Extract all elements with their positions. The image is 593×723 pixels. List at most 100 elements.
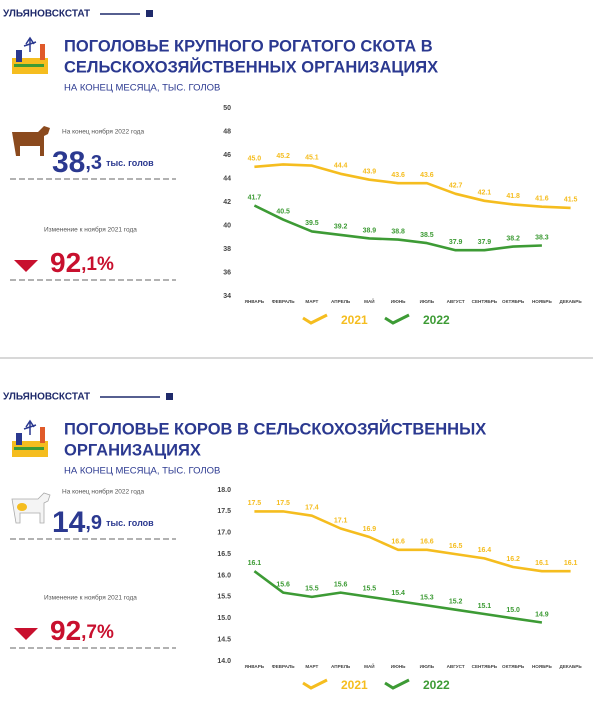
value-label: 16.2: [506, 556, 520, 563]
value-label: 41.7: [248, 194, 262, 201]
stat-int: 92: [50, 247, 81, 278]
value-label: 43.6: [420, 172, 434, 179]
legend-label: 2021: [341, 313, 368, 327]
y-tick-label: 36: [223, 269, 231, 276]
icon: [23, 419, 37, 435]
value-label: 17.4: [305, 504, 319, 511]
x-tick-label: НОЯБРЬ: [532, 664, 552, 669]
stat-int: 92: [50, 615, 81, 646]
legend-swatch: [302, 678, 328, 690]
y-tick-label: 14.5: [217, 636, 231, 643]
icon: [14, 64, 44, 67]
value-label: 15.4: [391, 590, 405, 597]
y-tick-label: 38: [223, 246, 231, 253]
series-line: [253, 204, 542, 252]
icon: [40, 44, 45, 60]
subtitle: НА КОНЕЦ МЕСЯЦА, ТЫС. ГОЛОВ: [64, 466, 220, 477]
value-label: 16.6: [391, 539, 405, 546]
value-label: 39.2: [334, 224, 348, 231]
value-label: 41.6: [535, 196, 549, 203]
value-label: 45.2: [276, 153, 290, 160]
y-tick-label: 15.0: [217, 615, 231, 622]
value-label: 15.0: [506, 607, 520, 614]
cow-icon: [11, 492, 51, 524]
value-label: 38.2: [506, 235, 520, 242]
subtitle: НА КОНЕЦ МЕСЯЦА, ТЫС. ГОЛОВ: [64, 83, 220, 94]
brand-square: [166, 393, 173, 400]
y-tick-label: 48: [223, 128, 231, 135]
legend-swatch: [384, 678, 410, 690]
y-tick-label: 46: [223, 152, 231, 159]
value-label: 17.1: [334, 517, 348, 524]
y-tick-label: 42: [223, 199, 231, 206]
stat-frac: ,7%: [81, 622, 114, 643]
x-tick-label: АВГУСТ: [447, 664, 465, 669]
x-tick-label: АПРЕЛЬ: [331, 664, 351, 669]
cow-icon: [12, 126, 50, 156]
value-label: 40.5: [276, 208, 290, 215]
stat-frac: ,1%: [81, 254, 114, 275]
value-label: 45.1: [305, 154, 319, 161]
y-tick-label: 50: [223, 105, 231, 112]
x-tick-label: СЕНТЯБРЬ: [472, 299, 498, 304]
icon: [16, 50, 22, 62]
value-label: 15.3: [420, 594, 434, 601]
series-line: [254, 510, 571, 573]
icon: [23, 36, 37, 52]
stat-value: 38,3 тыс. голов: [52, 146, 154, 179]
y-tick-label: 17.0: [217, 530, 231, 537]
series-line: [254, 163, 571, 210]
x-tick-label: ДЕКАБРЬ: [560, 299, 583, 304]
stat-caption: Изменение к ноября 2021 года: [44, 226, 137, 234]
value-label: 16.4: [478, 547, 492, 554]
stat-unit: тыс. голов: [106, 518, 154, 528]
value-label: 14.9: [535, 611, 549, 618]
value-label: 17.5: [276, 500, 290, 507]
icon: [40, 427, 45, 443]
value-label: 43.6: [391, 172, 405, 179]
value-label: 16.1: [248, 560, 262, 567]
value-label: 16.5: [449, 543, 463, 550]
stat-int: 38: [52, 146, 85, 179]
x-tick-label: ЯНВАРЬ: [245, 299, 265, 304]
stat-change: 92,1%: [50, 247, 114, 278]
value-label: 16.1: [535, 560, 549, 567]
x-tick-label: ФЕВРАЛЬ: [272, 299, 296, 304]
value-label: 15.6: [276, 581, 290, 588]
x-tick-label: МАРТ: [305, 299, 318, 304]
stat-frac: ,3: [85, 152, 102, 174]
x-tick-label: АВГУСТ: [447, 299, 465, 304]
x-tick-label: МАЙ: [364, 662, 374, 669]
value-label: 37.9: [478, 239, 492, 246]
brand-square: [146, 10, 153, 17]
y-tick-label: 16.0: [217, 572, 231, 579]
x-tick-label: МАЙ: [364, 297, 374, 304]
legend-label: 2022: [423, 678, 450, 692]
down-arrow: [14, 628, 38, 640]
value-label: 38.5: [420, 232, 434, 239]
value-label: 16.6: [420, 539, 434, 546]
x-tick-label: ФЕВРАЛЬ: [272, 664, 296, 669]
legend-swatch: [302, 313, 328, 325]
legend-label: 2022: [423, 313, 450, 327]
x-tick-label: НОЯБРЬ: [532, 299, 552, 304]
x-tick-label: ОКТЯБРЬ: [502, 299, 525, 304]
y-tick-label: 17.5: [217, 508, 231, 515]
value-label: 16.9: [363, 526, 377, 533]
cow-spot: [17, 503, 27, 511]
value-label: 39.5: [305, 220, 319, 227]
value-label: 15.6: [334, 581, 348, 588]
title: СЕЛЬСКОХОЗЯЙСТВЕННЫХ ОРГАНИЗАЦИЯХ: [64, 57, 438, 76]
stat-caption: На конец ноября 2022 года: [62, 128, 144, 136]
value-label: 16.1: [564, 560, 578, 567]
stat-unit: тыс. голов: [106, 158, 154, 168]
title: ПОГОЛОВЬЕ КОРОВ В СЕЛЬСКОХОЗЯЙСТВЕННЫХ: [64, 419, 486, 438]
value-label: 44.4: [334, 163, 348, 170]
value-label: 43.9: [363, 169, 377, 176]
icon: [16, 433, 22, 445]
stat-caption: На конец ноября 2022 года: [62, 488, 144, 496]
stat-caption: Изменение к ноября 2021 года: [44, 594, 137, 602]
value-label: 38.9: [363, 227, 377, 234]
y-tick-label: 44: [223, 175, 231, 182]
